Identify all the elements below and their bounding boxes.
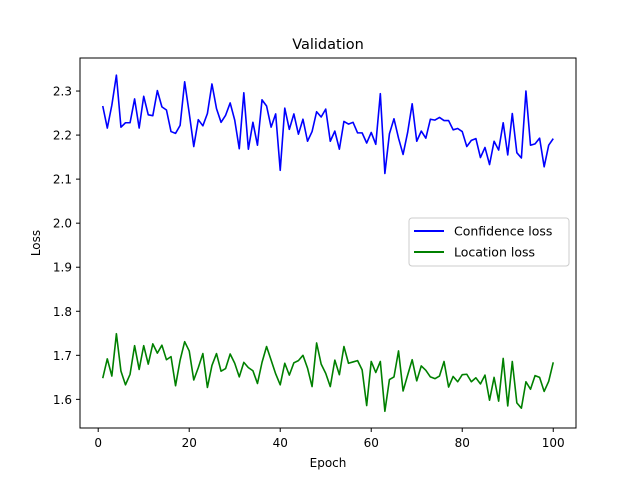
series-line-location-loss: [101, 332, 555, 413]
x-axis-ticks: 0 20 40 60 80 100: [94, 428, 565, 450]
series-line-confidence-loss: [101, 74, 554, 175]
legend-label-location-loss: Location loss: [454, 245, 535, 260]
x-tick-label: 40: [273, 436, 288, 450]
y-tick-label: 2.2: [53, 129, 72, 143]
y-tick-label: 2.3: [53, 85, 72, 99]
y-tick-label: 2.1: [53, 173, 72, 187]
x-tick-label: 60: [364, 436, 379, 450]
y-axis-label: Loss: [29, 230, 43, 256]
x-axis-label: Epoch: [310, 456, 347, 470]
y-tick-label: 1.7: [53, 349, 72, 363]
x-tick-label: 100: [542, 436, 565, 450]
chart-title: Validation: [292, 37, 364, 53]
legend: Confidence loss Location loss: [408, 217, 570, 267]
y-tick-label: 1.9: [53, 261, 72, 275]
y-tick-label: 1.8: [53, 305, 72, 319]
x-tick-label: 0: [94, 436, 102, 450]
y-tick-label: 1.6: [53, 393, 72, 407]
y-axis-ticks: 1.6 1.7 1.8 1.9 2.0 2.1 2.2 2.3: [53, 85, 80, 407]
plot-frame: [79, 57, 577, 429]
legend-box: [408, 217, 570, 267]
y-tick-label: 2.0: [53, 217, 72, 231]
legend-label-confidence-loss: Confidence loss: [454, 224, 552, 239]
x-tick-label: 80: [455, 436, 470, 450]
x-tick-label: 20: [182, 436, 197, 450]
series-lines: [101, 74, 555, 413]
plot-area: [79, 57, 577, 429]
